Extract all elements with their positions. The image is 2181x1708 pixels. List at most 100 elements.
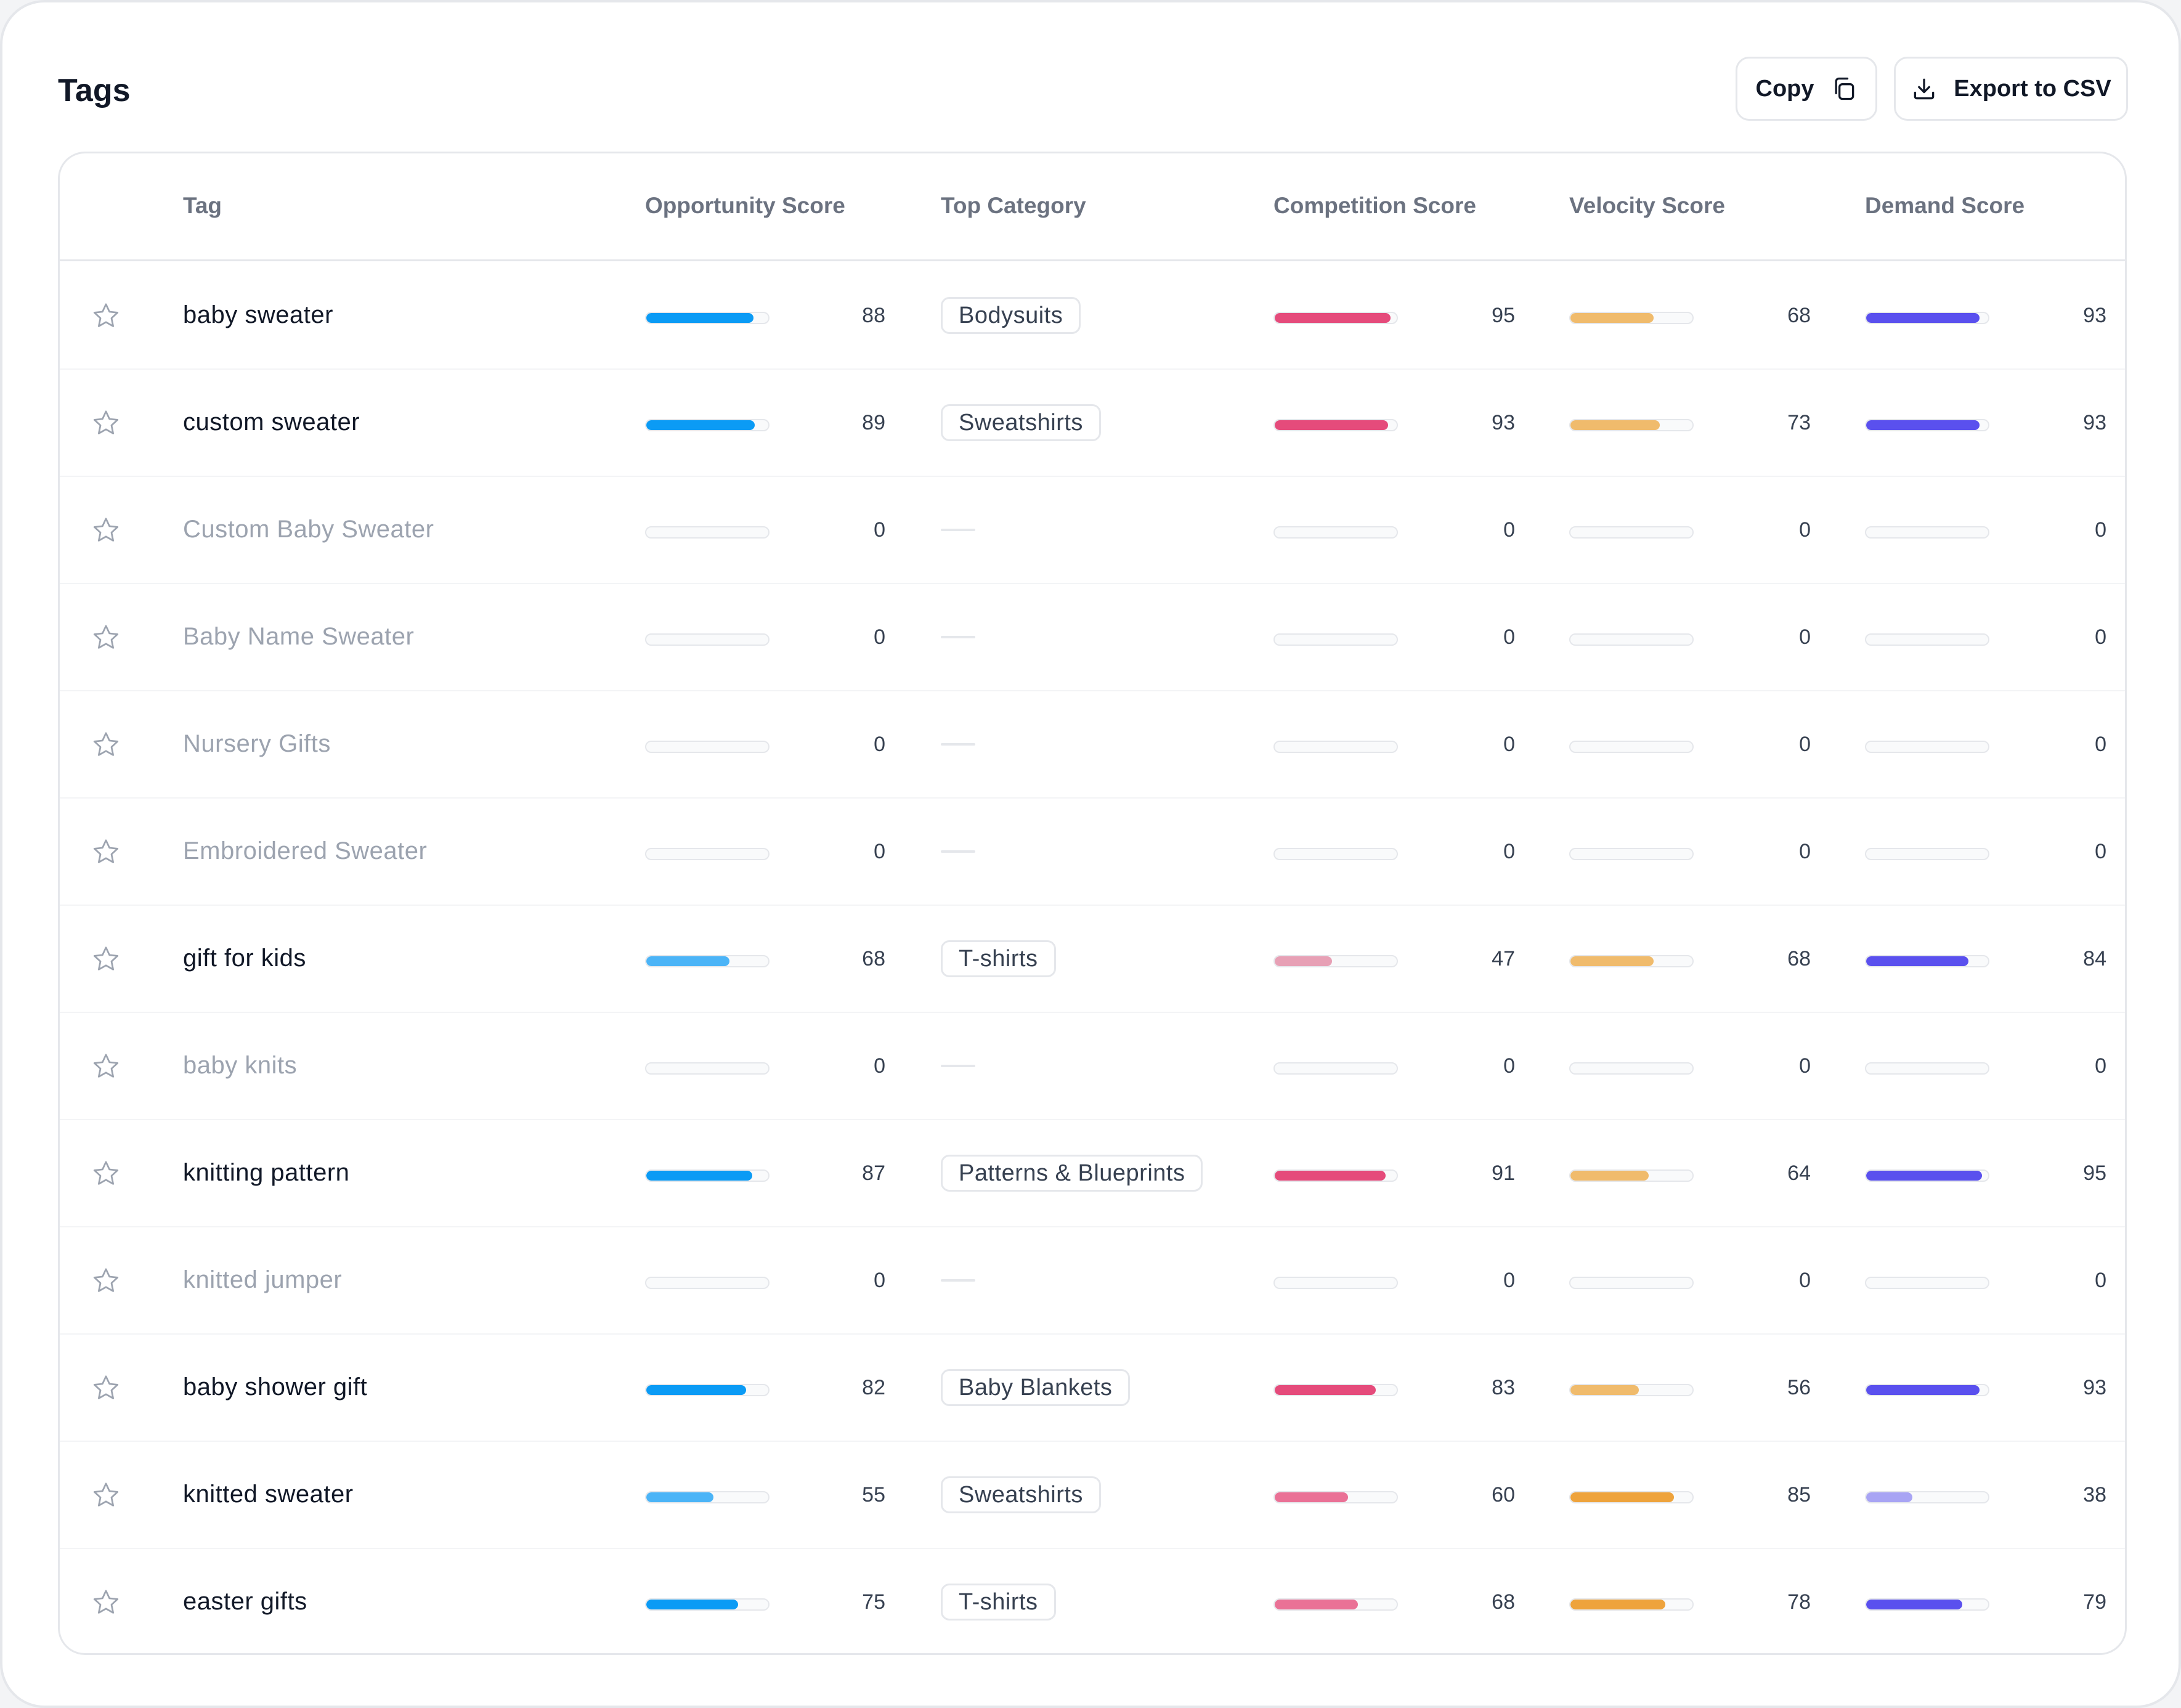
- page-title: Tags: [58, 73, 131, 108]
- table-row[interactable]: baby sweater 88 95 68 93 Bodysuits: [60, 261, 2125, 370]
- velocity-score-fill: [1570, 420, 1660, 430]
- demand-score-value: 93: [2083, 411, 2106, 434]
- opportunity-score-fill: [646, 1385, 747, 1395]
- opportunity-score-fill: [646, 1492, 713, 1502]
- table-header: Tag Opportunity Score Top Category Compe…: [60, 153, 2125, 261]
- star-icon[interactable]: [91, 408, 121, 439]
- table-row[interactable]: gift for kids 68 47 68 84 T-shirts: [60, 905, 2125, 1013]
- column-header-opportunity-score[interactable]: Opportunity Score: [645, 193, 845, 218]
- table-row[interactable]: knitting pattern 87 91 64 95 Patterns & Bluep…: [60, 1119, 2125, 1227]
- opportunity-score-bar: [645, 1062, 770, 1075]
- opportunity-score-value: 0: [874, 1269, 885, 1292]
- table-row[interactable]: custom sweater 89 93 73 93 Sweatshirts: [60, 368, 2125, 477]
- star-icon[interactable]: [91, 944, 121, 975]
- competition-score-bar: [1273, 741, 1398, 753]
- competition-score-value: 83: [1492, 1376, 1515, 1399]
- velocity-score-value: 0: [1799, 840, 1811, 863]
- demand-score-value: 0: [2095, 840, 2106, 863]
- competition-score-fill: [1275, 956, 1333, 966]
- demand-score-bar: [1865, 1491, 1989, 1503]
- column-header-demand-score[interactable]: Demand Score: [1865, 193, 2025, 218]
- velocity-score-value: 0: [1799, 518, 1811, 542]
- demand-score-value: 93: [2083, 1376, 2106, 1399]
- star-icon[interactable]: [91, 1158, 121, 1189]
- opportunity-score-value: 87: [862, 1161, 885, 1185]
- competition-score-value: 93: [1492, 411, 1515, 434]
- table-row[interactable]: knitted sweater 55 60 85 38 Sweatshirts: [60, 1441, 2125, 1549]
- opportunity-score-bar: [645, 633, 770, 646]
- copy-button[interactable]: Copy: [1736, 57, 1877, 121]
- star-icon[interactable]: [91, 301, 121, 331]
- velocity-score-value: 73: [1787, 411, 1811, 434]
- competition-score-bar: [1273, 419, 1398, 431]
- star-icon[interactable]: [91, 1587, 121, 1618]
- star-icon[interactable]: [91, 730, 121, 760]
- demand-score-value: 38: [2083, 1483, 2106, 1507]
- competition-score-value: 47: [1492, 947, 1515, 970]
- opportunity-score-value: 55: [862, 1483, 885, 1507]
- velocity-score-bar: [1569, 1062, 1694, 1075]
- star-icon[interactable]: [91, 1373, 121, 1404]
- demand-score-bar: [1865, 1384, 1989, 1396]
- column-header-tag[interactable]: Tag: [183, 193, 222, 218]
- table-row[interactable]: Baby Name Sweater 0 0 0 0: [60, 583, 2125, 691]
- empty-category-dash: [941, 1065, 975, 1067]
- export-csv-button[interactable]: Export to CSV: [1894, 57, 2128, 121]
- demand-score-value: 0: [2095, 625, 2106, 649]
- velocity-score-value: 0: [1799, 1054, 1811, 1078]
- velocity-score-value: 64: [1787, 1161, 1811, 1185]
- competition-score-value: 95: [1492, 304, 1515, 327]
- velocity-score-bar: [1569, 955, 1694, 967]
- table-row[interactable]: knitted jumper 0 0 0 0: [60, 1226, 2125, 1335]
- table-row[interactable]: easter gifts 75 68 78 79 T-shirts: [60, 1548, 2125, 1653]
- tag-name: Nursery Gifts: [183, 730, 331, 757]
- table-row[interactable]: Custom Baby Sweater 0 0 0 0: [60, 476, 2125, 584]
- export-csv-button-label: Export to CSV: [1954, 75, 2111, 102]
- star-icon[interactable]: [91, 622, 121, 653]
- competition-score-bar: [1273, 526, 1398, 539]
- opportunity-score-fill: [646, 313, 754, 323]
- star-icon[interactable]: [91, 837, 121, 868]
- column-header-competition-score[interactable]: Competition Score: [1273, 193, 1476, 218]
- opportunity-score-value: 0: [874, 840, 885, 863]
- tag-name: knitted sweater: [183, 1481, 354, 1508]
- demand-score-value: 79: [2083, 1590, 2106, 1614]
- table-row[interactable]: Embroidered Sweater 0 0 0 0: [60, 797, 2125, 906]
- competition-score-fill: [1275, 313, 1391, 323]
- star-icon[interactable]: [91, 515, 121, 546]
- tag-name: knitted jumper: [183, 1266, 343, 1293]
- opportunity-score-value: 0: [874, 518, 885, 542]
- competition-score-value: 0: [1503, 518, 1515, 542]
- opportunity-score-value: 0: [874, 1054, 885, 1078]
- star-icon[interactable]: [91, 1480, 121, 1511]
- demand-score-bar: [1865, 312, 1989, 324]
- star-icon[interactable]: [91, 1266, 121, 1296]
- empty-category-dash: [941, 850, 975, 853]
- demand-score-value: 0: [2095, 1269, 2106, 1292]
- column-header-top-category[interactable]: Top Category: [941, 193, 1086, 218]
- velocity-score-value: 0: [1799, 1269, 1811, 1292]
- demand-score-bar: [1865, 955, 1989, 967]
- competition-score-value: 0: [1503, 625, 1515, 649]
- velocity-score-value: 56: [1787, 1376, 1811, 1399]
- table-row[interactable]: baby shower gift 82 83 56 93 Baby Blankets: [60, 1333, 2125, 1442]
- demand-score-fill: [1866, 1492, 1913, 1502]
- category-badge: Baby Blankets: [941, 1369, 1131, 1406]
- competition-score-value: 68: [1492, 1590, 1515, 1614]
- velocity-score-value: 78: [1787, 1590, 1811, 1614]
- copy-icon: [1830, 75, 1858, 102]
- table-row[interactable]: Nursery Gifts 0 0 0 0: [60, 690, 2125, 799]
- opportunity-score-bar: [645, 1277, 770, 1289]
- demand-score-bar: [1865, 741, 1989, 753]
- competition-score-fill: [1275, 1171, 1386, 1181]
- tags-table: Tag Opportunity Score Top Category Compe…: [58, 152, 2127, 1655]
- tag-name: baby sweater: [183, 301, 333, 328]
- opportunity-score-bar: [645, 741, 770, 753]
- table-row[interactable]: baby knits 0 0 0 0: [60, 1012, 2125, 1120]
- star-icon[interactable]: [91, 1051, 121, 1082]
- demand-score-value: 0: [2095, 1054, 2106, 1078]
- column-header-velocity-score[interactable]: Velocity Score: [1569, 193, 1725, 218]
- category-badge: Sweatshirts: [941, 1476, 1101, 1513]
- velocity-score-bar: [1569, 1277, 1694, 1289]
